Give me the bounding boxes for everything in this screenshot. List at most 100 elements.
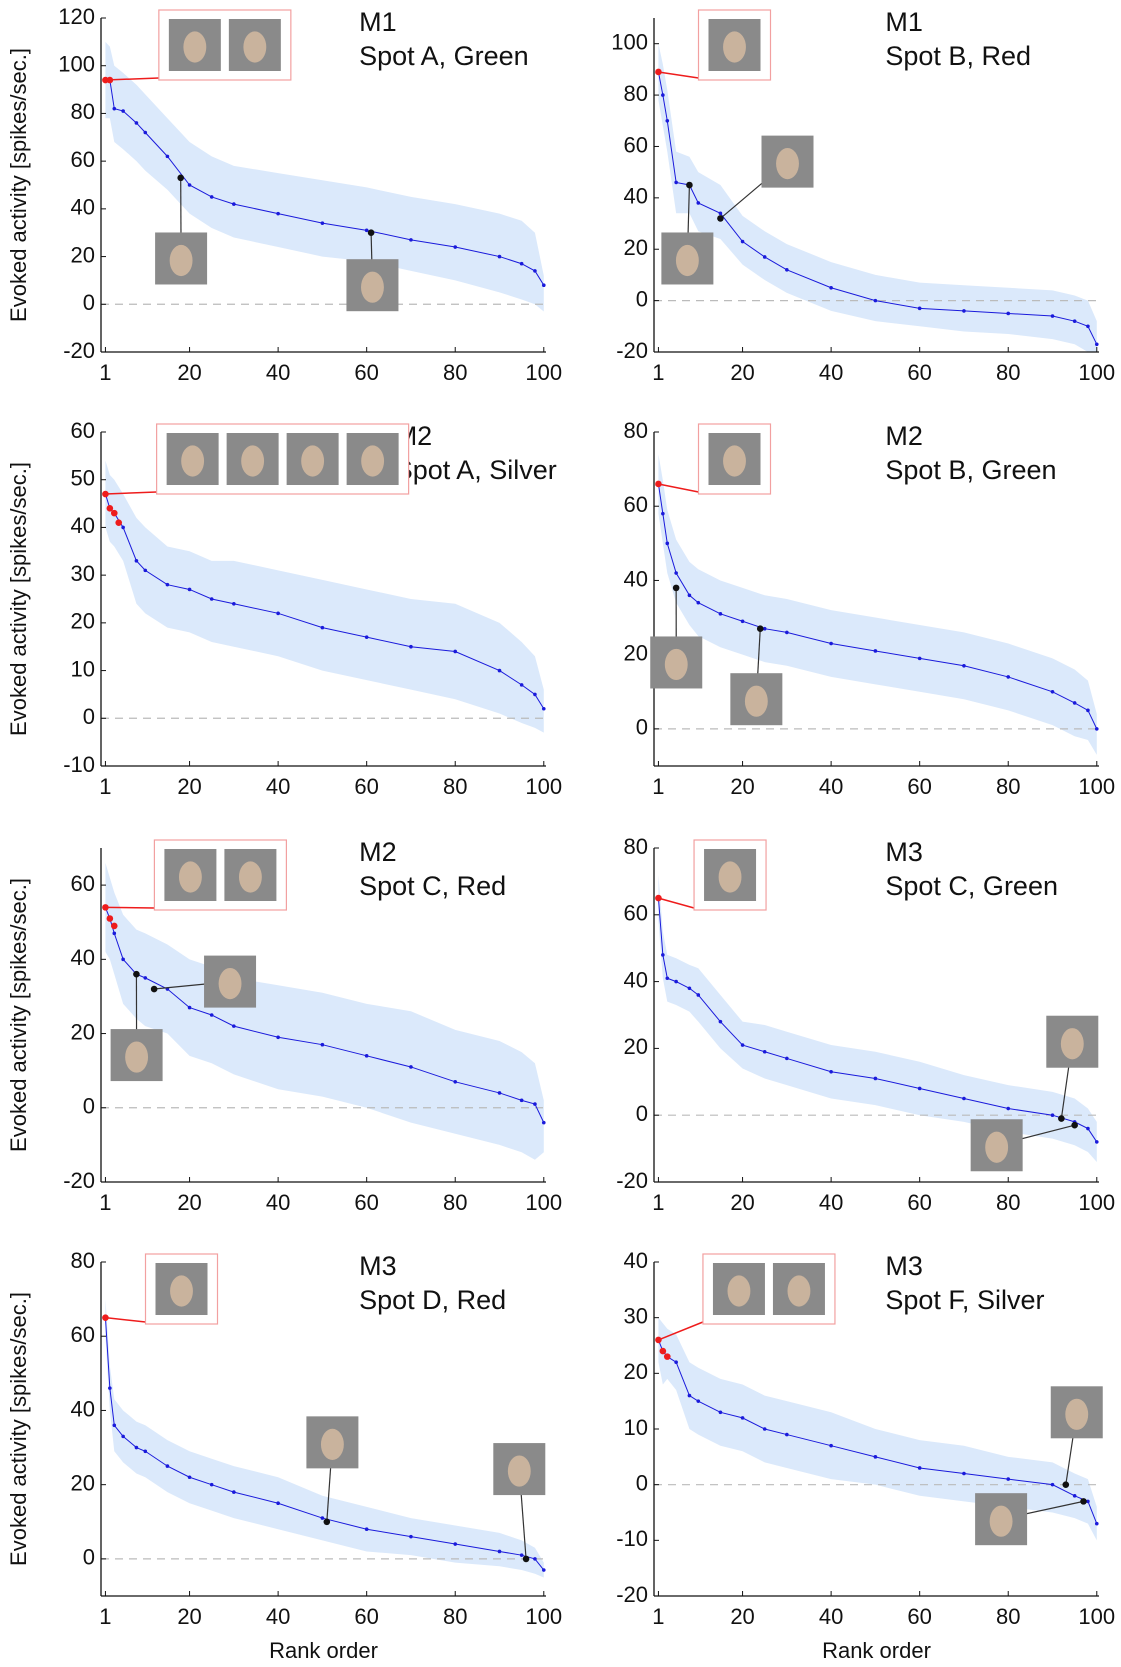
- y-axis-label: Evoked activity [spikes/sec.]: [6, 878, 31, 1152]
- y-tick-label: 60: [624, 901, 648, 926]
- y-tick-label: 30: [624, 1303, 648, 1328]
- line-dot: [740, 1416, 745, 1420]
- highlight-point: [133, 970, 140, 978]
- thumbnail-figure: [723, 445, 746, 477]
- x-tick-label: 40: [266, 774, 290, 799]
- x-tick-label: 100: [1078, 1604, 1115, 1629]
- plot: [654, 874, 1099, 1162]
- x-tick-label: 80: [443, 1604, 467, 1629]
- line-dot: [718, 612, 723, 616]
- y-tick-label: 60: [71, 418, 95, 443]
- line-dot: [661, 93, 665, 97]
- line-dot: [917, 656, 922, 661]
- line-dot: [718, 211, 723, 216]
- line-dot: [409, 644, 413, 649]
- x-tick-label: 100: [1078, 774, 1115, 799]
- y-tick-label: 60: [71, 147, 95, 172]
- line-dot: [1050, 1113, 1055, 1117]
- line-dot: [785, 1432, 789, 1437]
- highlight-point: [663, 1353, 671, 1360]
- line-dot: [533, 692, 537, 697]
- thumbnail-figure: [985, 1131, 1009, 1163]
- line-dot: [696, 201, 701, 205]
- line-dot: [1072, 1494, 1077, 1498]
- line-dot: [497, 668, 502, 673]
- line-dot: [687, 1393, 692, 1398]
- thumbnail-figure: [361, 271, 384, 303]
- line-dot: [276, 1501, 280, 1506]
- line-dot: [320, 1516, 325, 1520]
- line-dot: [1006, 311, 1011, 316]
- panel-title: M3: [359, 1251, 397, 1281]
- line-dot: [453, 1080, 458, 1084]
- x-tick-label: 40: [819, 774, 843, 799]
- line-dot: [962, 309, 966, 313]
- y-tick-label: 40: [624, 184, 648, 209]
- panel-subtitle: Spot C, Green: [885, 871, 1058, 901]
- x-tick-label: 20: [730, 774, 754, 799]
- line-dot: [232, 202, 236, 206]
- line-dot: [696, 1399, 701, 1403]
- y-tick-label: -20: [616, 1168, 648, 1193]
- x-tick-label: 80: [996, 360, 1020, 385]
- line-dot: [829, 641, 833, 646]
- x-tick-label: 100: [525, 360, 562, 385]
- plot: [101, 862, 546, 1160]
- y-tick-label: -20: [63, 338, 95, 363]
- line-dot: [873, 1455, 878, 1459]
- thumbnail-figure: [718, 861, 742, 893]
- line-dot: [187, 1475, 192, 1480]
- line-dot: [785, 267, 789, 272]
- line-dot: [276, 211, 280, 216]
- line-dot: [1086, 1499, 1090, 1504]
- line-dot: [276, 1035, 280, 1040]
- line-dot: [762, 255, 767, 259]
- line-dot: [533, 1102, 537, 1106]
- y-tick-label: 20: [624, 1359, 648, 1384]
- line-dot: [121, 957, 125, 962]
- x-tick-label: 80: [996, 1190, 1020, 1215]
- x-tick-label: 1: [99, 1190, 111, 1215]
- x-tick-label: 20: [177, 1604, 201, 1629]
- line-dot: [187, 587, 192, 592]
- panel-subtitle: Spot B, Green: [885, 455, 1056, 485]
- y-tick-label: 100: [58, 52, 95, 77]
- panel-title: M3: [885, 837, 923, 867]
- line-dot: [962, 664, 966, 668]
- y-tick-label: 20: [624, 640, 648, 665]
- line-dot: [1006, 1106, 1011, 1111]
- panel-subtitle: Spot F, Silver: [885, 1285, 1044, 1315]
- highlight-point: [106, 915, 114, 922]
- line-dot: [209, 1013, 214, 1017]
- highlight-point: [323, 1518, 331, 1526]
- y-tick-label: 0: [83, 704, 95, 729]
- y-axis-label: Evoked activity [spikes/sec.]: [6, 462, 31, 736]
- panel-subtitle: Spot D, Red: [359, 1285, 506, 1315]
- thumbnail-figure: [125, 1041, 149, 1073]
- panel-title: M2: [885, 421, 923, 451]
- line-dot: [320, 625, 325, 630]
- y-tick-label: 10: [71, 656, 95, 681]
- highlight-point: [102, 1314, 109, 1321]
- x-tick-label: 60: [907, 1604, 931, 1629]
- x-tick-label: 60: [354, 1190, 378, 1215]
- line-dot: [187, 183, 192, 187]
- y-tick-label: 10: [624, 1415, 648, 1440]
- y-tick-label: 0: [636, 715, 648, 740]
- line-dot: [762, 626, 767, 631]
- line-dot: [665, 541, 670, 546]
- y-tick-label: 60: [71, 871, 95, 896]
- y-tick-label: 80: [71, 1248, 95, 1273]
- line-dot: [696, 993, 701, 997]
- line-dot: [829, 1443, 833, 1448]
- x-tick-label: 1: [652, 1604, 664, 1629]
- line-dot: [762, 1427, 767, 1431]
- thumbnail-figure: [320, 1428, 344, 1460]
- thumbnail-figure: [181, 445, 205, 477]
- thumbnail-figure: [664, 648, 688, 681]
- line-dot: [121, 1434, 125, 1439]
- highlight-point: [756, 625, 764, 632]
- callout-line: [658, 71, 699, 79]
- y-tick-label: 20: [71, 609, 95, 634]
- line-dot: [320, 1042, 325, 1047]
